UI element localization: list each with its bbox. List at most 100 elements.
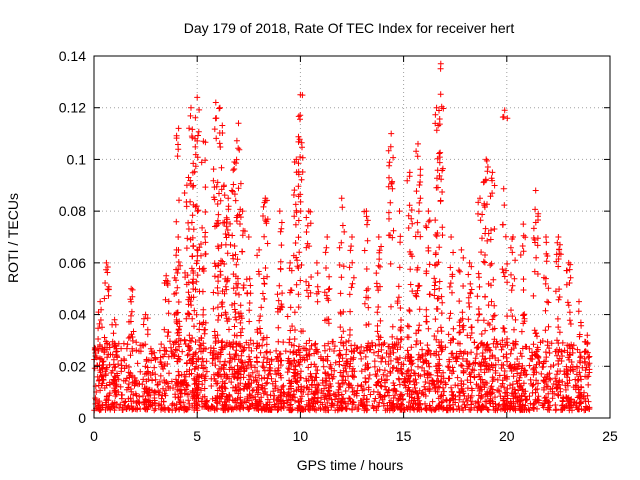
roti-point: [325, 286, 332, 293]
roti-point: [539, 338, 546, 344]
roti-point: [319, 380, 326, 386]
roti-point: [522, 234, 529, 241]
roti-point: [118, 362, 125, 369]
roti-point: [417, 195, 424, 202]
roti-point: [396, 376, 403, 383]
roti-point: [121, 365, 128, 372]
roti-point: [328, 371, 335, 378]
roti-point: [375, 348, 382, 355]
roti-point: [133, 347, 140, 354]
roti-point: [406, 358, 413, 365]
roti-point: [104, 354, 111, 361]
roti-point: [426, 261, 433, 268]
roti-point: [315, 395, 321, 402]
roti-point: [440, 105, 447, 112]
roti-point: [459, 363, 466, 369]
roti-point: [285, 355, 292, 362]
roti-point: [278, 374, 285, 381]
roti-point: [508, 271, 514, 278]
roti-point: [473, 351, 480, 357]
roti-point: [184, 352, 191, 359]
roti-point: [162, 296, 169, 303]
roti-point: [188, 302, 195, 309]
roti-point: [467, 379, 474, 386]
roti-point: [222, 241, 229, 248]
roti-point: [447, 280, 454, 287]
roti-point: [253, 379, 260, 385]
roti-point: [91, 346, 98, 353]
roti-point: [439, 398, 446, 405]
roti-point: [136, 380, 143, 387]
roti-point: [415, 327, 422, 334]
roti-point: [432, 217, 439, 224]
roti-point: [151, 388, 158, 395]
roti-point: [436, 159, 443, 166]
roti-point: [297, 198, 304, 205]
roti-point: [477, 361, 484, 368]
roti-point: [491, 182, 498, 189]
roti-point: [216, 190, 222, 197]
roti-point: [258, 375, 265, 382]
roti-point: [233, 369, 240, 375]
roti-point: [194, 247, 201, 254]
roti-point: [322, 356, 329, 362]
roti-point: [553, 258, 560, 265]
roti-point: [124, 341, 131, 348]
roti-point: [175, 372, 182, 379]
roti-point: [181, 377, 188, 384]
roti-point: [260, 390, 267, 397]
roti-point: [445, 364, 452, 371]
roti-point: [293, 254, 300, 261]
roti-point: [183, 245, 190, 252]
roti-point: [237, 329, 244, 336]
roti-point: [478, 331, 485, 337]
roti-point: [378, 394, 384, 401]
roti-point: [212, 362, 219, 369]
roti-point: [536, 358, 543, 365]
roti-point: [191, 375, 197, 382]
roti-point: [346, 363, 353, 370]
roti-point: [477, 366, 484, 373]
roti-point: [292, 375, 299, 382]
roti-point: [198, 159, 205, 166]
roti-point: [481, 259, 488, 266]
roti-point: [314, 381, 320, 388]
roti-point: [238, 399, 245, 406]
roti-point: [337, 339, 344, 346]
roti-point: [404, 177, 411, 184]
roti-point: [419, 346, 426, 353]
roti-point: [417, 354, 424, 361]
roti-point: [514, 380, 521, 387]
roti-point: [465, 316, 472, 323]
roti-point: [199, 224, 206, 231]
roti-point: [540, 360, 547, 367]
roti-point: [464, 377, 471, 384]
roti-point: [190, 242, 197, 249]
roti-point: [570, 342, 577, 349]
roti-point: [141, 388, 148, 395]
roti-point: [422, 223, 429, 229]
roti-point: [256, 271, 263, 278]
data-points: [91, 60, 593, 414]
roti-point: [341, 228, 348, 235]
roti-point: [213, 115, 220, 122]
roti-point: [475, 403, 482, 410]
roti-point: [545, 390, 552, 397]
roti-point: [290, 366, 297, 373]
roti-point: [574, 365, 581, 371]
roti-point: [170, 341, 177, 348]
roti-point: [414, 287, 421, 294]
roti-point: [201, 385, 208, 392]
roti-point: [254, 384, 261, 390]
roti-point: [565, 302, 572, 309]
roti-point: [202, 209, 209, 215]
roti-point: [501, 202, 508, 209]
roti-point: [574, 377, 581, 384]
roti-point: [126, 364, 132, 370]
roti-point: [491, 325, 498, 332]
roti-point: [326, 388, 333, 395]
chart-title: Day 179 of 2018, Rate Of TEC Index for r…: [184, 20, 515, 36]
roti-point: [478, 407, 485, 414]
roti-point: [101, 295, 108, 302]
roti-point: [125, 381, 132, 387]
